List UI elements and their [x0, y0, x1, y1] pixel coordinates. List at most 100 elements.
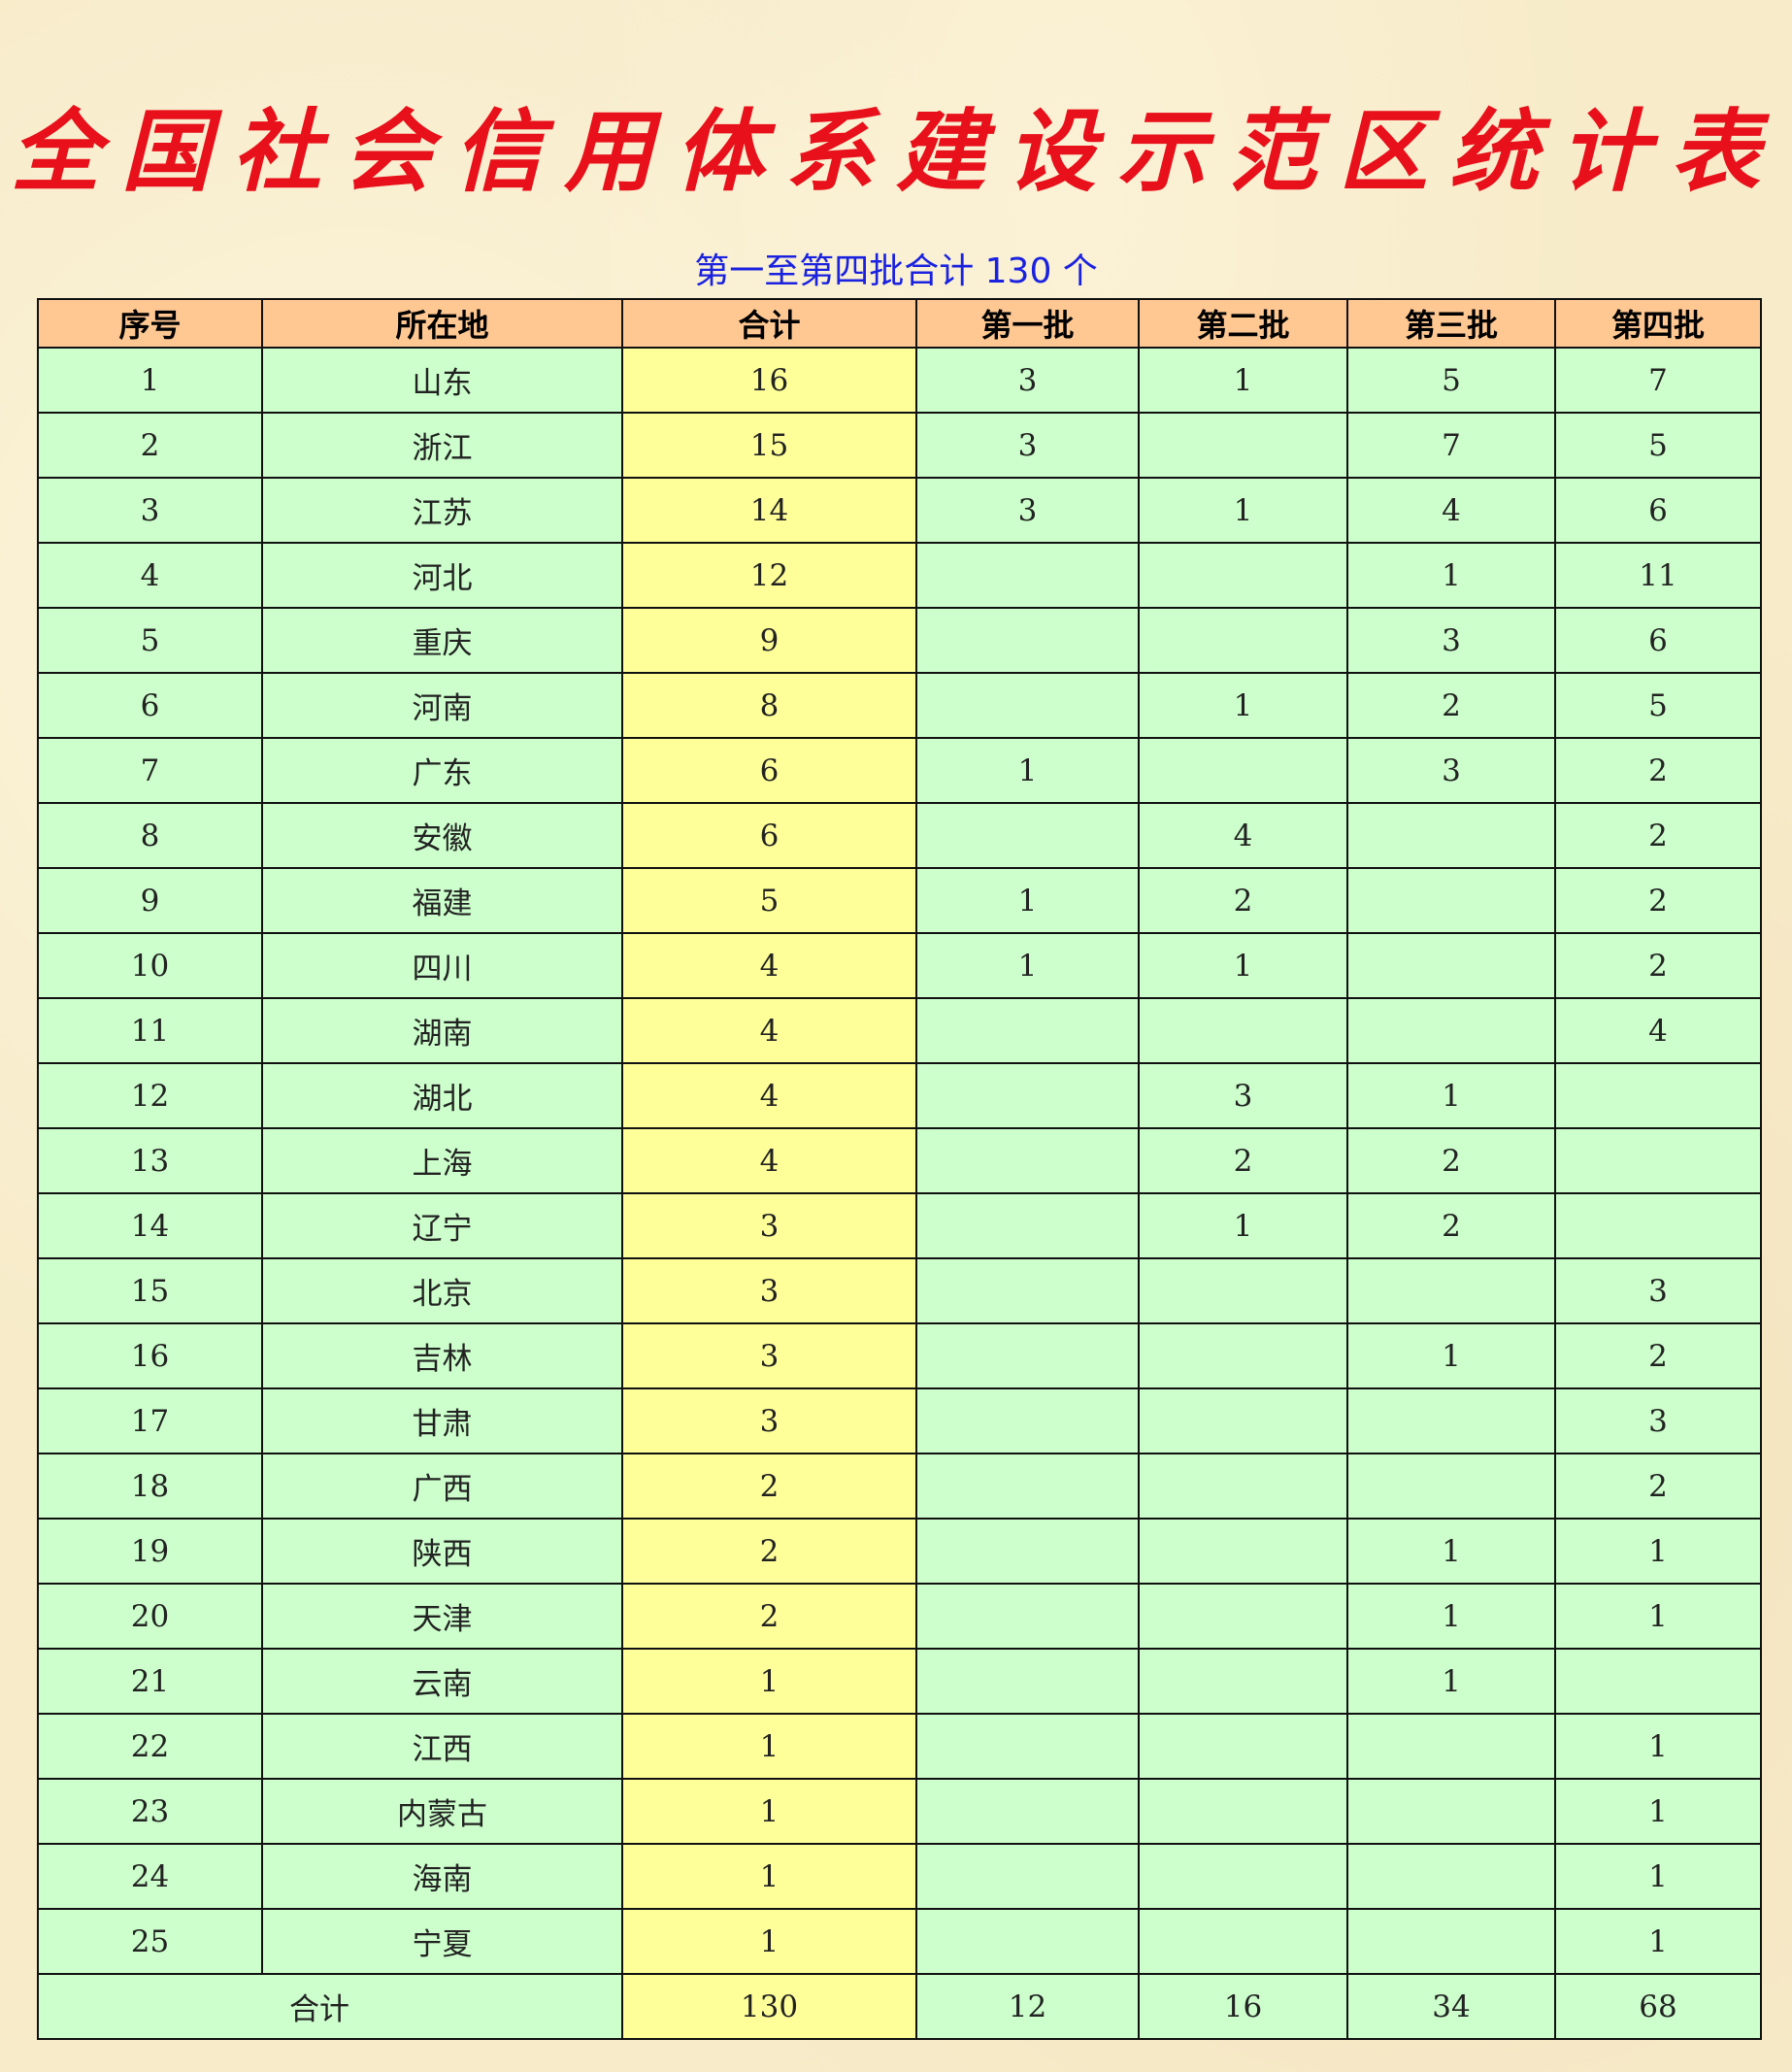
cell-col-total: 2 [621, 1518, 917, 1585]
table-row: 3 江苏 14 3 1 4 6 [37, 477, 1762, 544]
cell-col-batch2 [1138, 1387, 1348, 1454]
cell-col-batch2: 1 [1138, 932, 1348, 999]
cell-col-batch1: 1 [915, 737, 1140, 804]
cell-col-batch1: 1 [915, 867, 1140, 934]
cell-col-batch2: 1 [1138, 347, 1348, 414]
cell-col-total: 8 [621, 672, 917, 739]
cell-col-location: 内蒙古 [261, 1778, 623, 1845]
table-row: 23 内蒙古 1 1 [37, 1778, 1762, 1845]
cell-col-batch3: 7 [1346, 412, 1556, 479]
cell-col-batch4: 5 [1554, 412, 1762, 479]
table-row: 9 福建 5 1 2 2 [37, 867, 1762, 934]
cell-col-batch1 [915, 802, 1140, 869]
cell-col-location: 浙江 [261, 412, 623, 479]
cell-col-index: 11 [37, 997, 263, 1064]
cell-col-batch2 [1138, 1648, 1348, 1715]
cell-col-batch4: 3 [1554, 1387, 1762, 1454]
cell-col-batch3 [1346, 1713, 1556, 1780]
header-col-batch4: 第四批 [1554, 298, 1762, 349]
cell-col-total: 3 [621, 1387, 917, 1454]
cell-col-batch4: 6 [1554, 607, 1762, 674]
table-row: 11 湖南 4 4 [37, 997, 1762, 1064]
cell-col-location: 云南 [261, 1648, 623, 1715]
table-row: 13 上海 4 2 2 [37, 1127, 1762, 1194]
cell-col-index: 18 [37, 1453, 263, 1520]
cell-col-batch2 [1138, 1583, 1348, 1650]
cell-col-location: 山东 [261, 347, 623, 414]
cell-col-batch3 [1346, 997, 1556, 1064]
cell-col-batch3: 5 [1346, 347, 1556, 414]
total-col-batch3: 34 [1346, 1973, 1556, 2040]
table-row: 15 北京 3 3 [37, 1257, 1762, 1324]
cell-col-batch4 [1554, 1192, 1762, 1259]
cell-col-batch4: 4 [1554, 997, 1762, 1064]
cell-col-batch4: 2 [1554, 1453, 1762, 1520]
table-row: 2 浙江 15 3 7 5 [37, 412, 1762, 479]
cell-col-index: 3 [37, 477, 263, 544]
cell-col-batch1 [915, 997, 1140, 1064]
cell-col-total: 1 [621, 1713, 917, 1780]
cell-col-batch1 [915, 1062, 1140, 1129]
cell-col-location: 江苏 [261, 477, 623, 544]
table-row: 6 河南 8 1 2 5 [37, 672, 1762, 739]
cell-col-batch2 [1138, 1778, 1348, 1845]
cell-col-batch3: 1 [1346, 1518, 1556, 1585]
cell-col-index: 1 [37, 347, 263, 414]
table-row: 14 辽宁 3 1 2 [37, 1192, 1762, 1259]
cell-col-location: 福建 [261, 867, 623, 934]
cell-col-index: 13 [37, 1127, 263, 1194]
cell-col-batch4: 3 [1554, 1257, 1762, 1324]
cell-col-batch4: 1 [1554, 1518, 1762, 1585]
cell-col-batch4: 2 [1554, 737, 1762, 804]
cell-col-batch4: 7 [1554, 347, 1762, 414]
cell-col-index: 22 [37, 1713, 263, 1780]
cell-col-index: 10 [37, 932, 263, 999]
cell-col-batch2 [1138, 412, 1348, 479]
cell-col-batch3: 1 [1346, 1648, 1556, 1715]
cell-col-location: 湖北 [261, 1062, 623, 1129]
cell-col-location: 安徽 [261, 802, 623, 869]
total-col-total: 130 [621, 1973, 917, 2040]
cell-col-batch1 [915, 1518, 1140, 1585]
header-col-total: 合计 [621, 298, 917, 349]
table-row: 1 山东 16 3 1 5 7 [37, 347, 1762, 414]
cell-col-batch3 [1346, 1778, 1556, 1845]
cell-col-index: 17 [37, 1387, 263, 1454]
cell-col-total: 5 [621, 867, 917, 934]
cell-col-batch4 [1554, 1062, 1762, 1129]
cell-col-batch1 [915, 1453, 1140, 1520]
cell-col-batch1 [915, 607, 1140, 674]
table-row: 25 宁夏 1 1 [37, 1908, 1762, 1975]
cell-col-batch4: 6 [1554, 477, 1762, 544]
cell-col-batch3: 4 [1346, 477, 1556, 544]
total-label: 合计 [37, 1973, 623, 2040]
table-row: 21 云南 1 1 [37, 1648, 1762, 1715]
cell-col-batch1: 1 [915, 932, 1140, 999]
cell-col-batch4: 2 [1554, 1322, 1762, 1389]
cell-col-batch2: 2 [1138, 1127, 1348, 1194]
cell-col-total: 1 [621, 1908, 917, 1975]
header-col-batch3: 第三批 [1346, 298, 1556, 349]
cell-col-batch4: 1 [1554, 1583, 1762, 1650]
table-header-row: 序号 所在地 合计 第一批 第二批 第三批 第四批 [37, 298, 1762, 349]
total-col-batch4: 68 [1554, 1973, 1762, 2040]
cell-col-batch3: 2 [1346, 672, 1556, 739]
cell-col-total: 3 [621, 1322, 917, 1389]
cell-col-index: 9 [37, 867, 263, 934]
cell-col-location: 广西 [261, 1453, 623, 1520]
cell-col-batch3: 3 [1346, 737, 1556, 804]
cell-col-batch2: 2 [1138, 867, 1348, 934]
cell-col-batch3 [1346, 802, 1556, 869]
cell-col-batch1 [915, 1192, 1140, 1259]
cell-col-index: 15 [37, 1257, 263, 1324]
cell-col-total: 1 [621, 1648, 917, 1715]
cell-col-batch3 [1346, 1387, 1556, 1454]
cell-col-batch1 [915, 1713, 1140, 1780]
cell-col-batch2 [1138, 607, 1348, 674]
cell-col-location: 甘肃 [261, 1387, 623, 1454]
cell-col-batch3 [1346, 867, 1556, 934]
cell-col-batch4: 1 [1554, 1778, 1762, 1845]
cell-col-total: 2 [621, 1583, 917, 1650]
cell-col-batch1 [915, 1583, 1140, 1650]
cell-col-batch2: 4 [1138, 802, 1348, 869]
